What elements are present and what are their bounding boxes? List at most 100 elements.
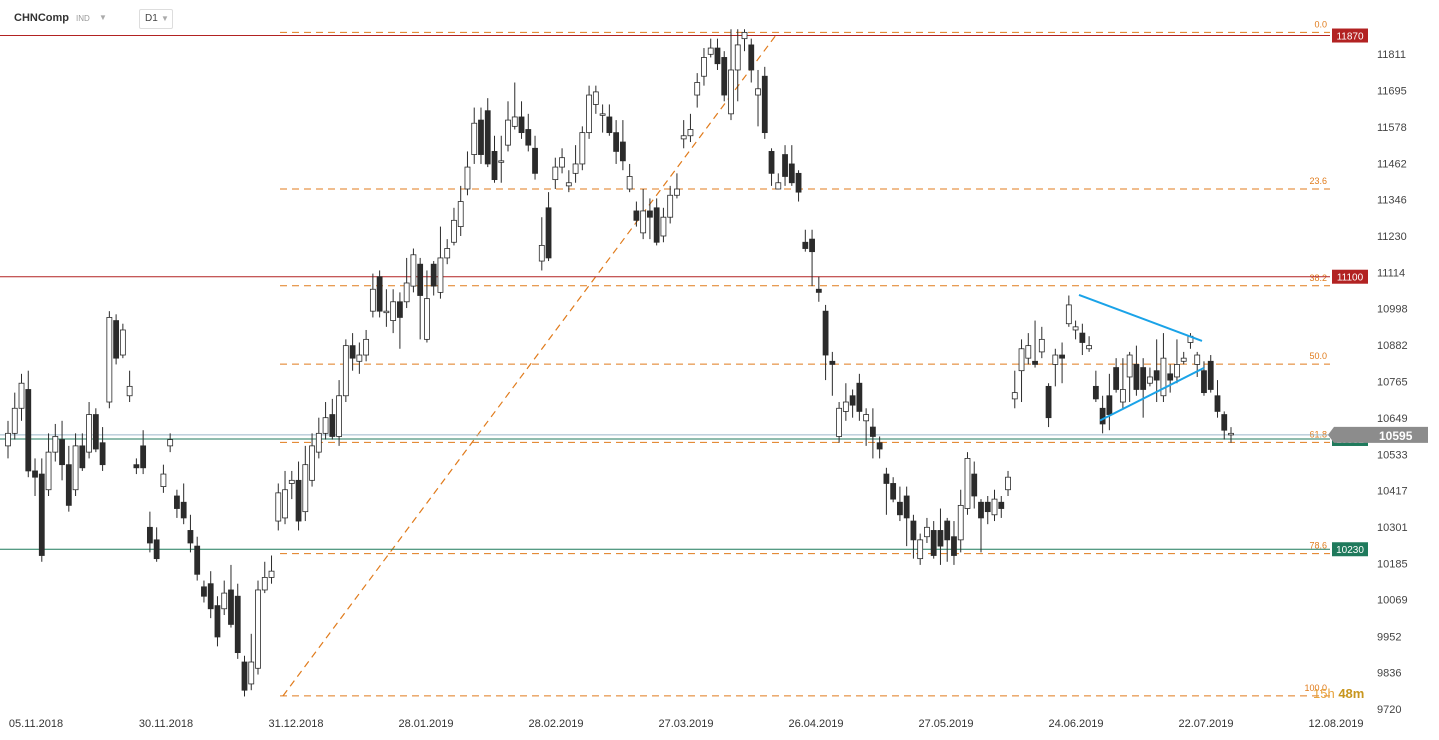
bearish-candle [38,473,45,556]
y-tick-label: 10998 [1377,304,1408,316]
bullish-candle [1038,338,1045,353]
bearish-candle [1214,395,1221,412]
bearish-candle [532,147,538,174]
bullish-candle [302,464,309,513]
bullish-candle [363,338,370,356]
y-tick-label: 11578 [1377,122,1407,134]
bearish-candle [721,57,728,96]
bullish-candle [674,188,680,196]
bullish-candle [221,592,228,610]
bullish-candle [687,129,694,137]
symbol-name[interactable]: CHNComp [14,12,69,24]
bullish-candle [45,451,52,491]
y-tick-label: 10301 [1377,522,1408,534]
current-price-label: 10595 [1379,429,1413,443]
chevron-down-icon[interactable]: ▼ [99,13,107,22]
bearish-candle [856,382,863,412]
bullish-candle [660,216,667,237]
bearish-candle [484,110,491,165]
bullish-candle [336,395,342,437]
bearish-candle [1140,367,1147,390]
bearish-candle [430,263,437,287]
bearish-candle [99,442,106,466]
bearish-candle [65,464,72,506]
bullish-candle [282,489,288,519]
bullish-candle [565,182,572,187]
bullish-candle [248,661,255,685]
bearish-candle [944,520,951,541]
level-price-tag [1332,269,1368,284]
bearish-candle [971,473,978,497]
bullish-candle [707,47,714,55]
y-tick-label: 11346 [1377,195,1407,207]
timeframe-select[interactable]: D1 ▼ [139,9,173,29]
bearish-candle [1099,407,1106,425]
bullish-candle [924,526,930,538]
bearish-candle [768,151,775,174]
fib-level-label: 0.0 [1314,19,1327,29]
bearish-candle [1153,370,1160,381]
bearish-candle [1207,360,1214,390]
bullish-candle [86,414,92,453]
bullish-candle [991,498,998,516]
bullish-candle [957,504,964,541]
bearish-candle [180,501,187,519]
bullish-candle [836,407,842,437]
bullish-candle [342,345,349,397]
y-tick-label: 9952 [1377,631,1401,643]
bearish-candle [802,241,809,249]
y-tick-label: 10069 [1377,595,1408,607]
y-tick-label: 11695 [1377,85,1407,97]
countdown-minutes: 48m [1338,686,1365,701]
bullish-candle [471,122,478,155]
bearish-candle [228,589,234,625]
bullish-candle [444,248,451,259]
x-tick-label: 28.02.2019 [528,718,583,730]
bullish-candle [586,94,592,134]
bearish-candle [32,470,38,478]
bullish-candle [599,113,606,116]
triangle-lower-trendline[interactable] [1099,366,1205,422]
bearish-candle [1113,367,1120,390]
timeframe-label: D1 [145,13,158,24]
bullish-candle [728,69,734,115]
bullish-candle [275,492,282,522]
bearish-candle [788,163,795,184]
bullish-candle [1065,304,1072,325]
y-tick-label: 11811 [1377,49,1406,61]
y-tick-label: 11114 [1377,267,1405,279]
bullish-candle [694,82,701,96]
x-tick-label: 31.12.2018 [268,718,323,730]
bullish-candle [498,160,505,163]
bullish-candle [1119,389,1126,403]
bullish-candle [322,417,329,434]
bullish-candle [457,201,464,227]
bullish-candle [451,219,457,243]
bullish-candle [1180,357,1187,362]
bearish-candle [937,530,944,547]
bullish-candle [1086,345,1093,350]
bearish-candle [153,539,160,560]
bullish-candle [383,310,390,314]
triangle-upper-trendline[interactable] [1078,293,1203,342]
x-tick-label: 05.11.2018 [9,718,63,730]
fib-trend-line[interactable] [282,32,779,697]
bullish-candle [1126,354,1133,378]
bearish-candle [1133,364,1140,390]
bearish-candle [1032,360,1038,365]
bullish-candle [964,458,971,509]
bullish-candle [1174,364,1180,378]
bearish-candle [376,276,383,312]
bearish-candle [761,75,768,134]
bullish-candle [741,31,748,40]
bearish-candle [714,47,721,65]
bearish-candle [849,395,856,406]
bearish-candle [349,345,356,359]
bullish-candle [261,577,268,591]
bearish-candle [619,141,626,162]
candle-countdown: 15h 48m [1313,686,1364,701]
bullish-candle [403,282,410,303]
bearish-candle [329,414,336,437]
bullish-candle [1005,476,1011,491]
